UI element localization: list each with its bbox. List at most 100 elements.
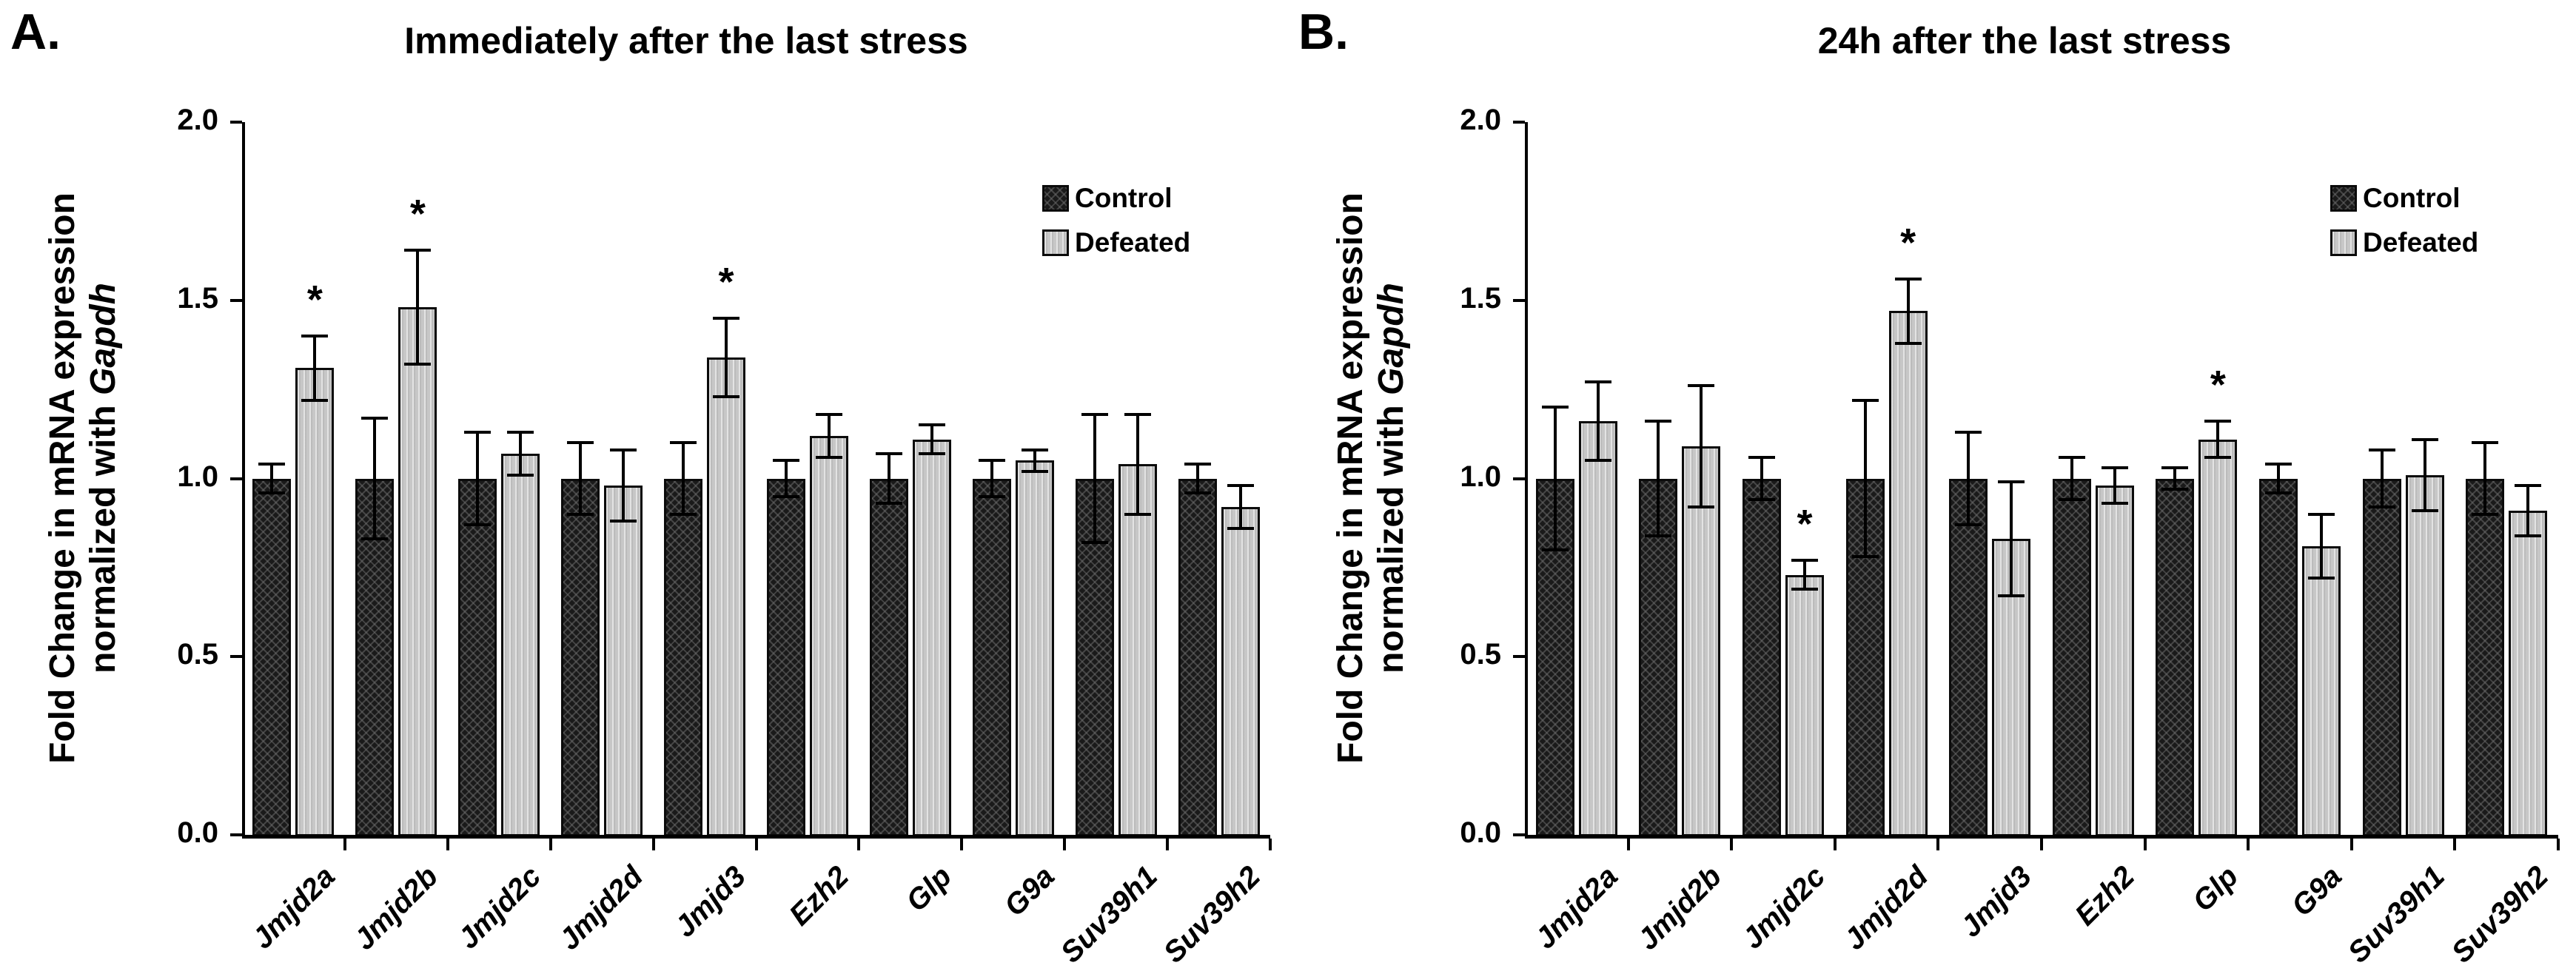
error-bar	[1760, 457, 1763, 500]
error-bar	[2380, 449, 2384, 507]
x-tick-mark	[549, 839, 552, 850]
error-bar	[2277, 464, 2280, 493]
control-swatch-icon	[2330, 185, 2357, 212]
error-bar-cap-bottom	[1688, 506, 1715, 509]
error-bar-cap-top	[610, 448, 637, 451]
error-bar	[2113, 468, 2116, 504]
bar-defeated-G9a	[2302, 545, 2341, 836]
error-bar-cap-top	[1998, 480, 2025, 484]
x-axis-line	[1525, 835, 2558, 839]
error-bar	[2483, 443, 2487, 514]
y-tick-mark	[1513, 655, 1525, 659]
x-tick-mark	[1936, 839, 1940, 850]
y-tick-label: 2.0	[177, 104, 218, 136]
error-bar-cap-top	[1021, 448, 1048, 451]
legend-label-control: Control	[2363, 183, 2461, 213]
error-bar-cap-bottom	[1998, 594, 2025, 598]
error-bar	[2010, 482, 2013, 597]
significance-asterisk-Jmjd3: *	[718, 259, 734, 304]
bar-defeated-Jmjd2a	[1578, 421, 1617, 836]
plot-area-a: 0.0 0.5 1.0 1.5 2.0 * Jmjd2a * Jmjd2b Jmjd2c Jmjd2…	[177, 104, 1272, 970]
y-tick-label: 1.0	[1460, 460, 1501, 493]
error-bar-cap-top	[1791, 559, 1818, 562]
error-bar	[519, 431, 523, 475]
bar-control-Glp	[869, 478, 908, 836]
x-category-label-Glp: Glp	[900, 860, 959, 918]
error-bar-cap-bottom	[772, 494, 799, 498]
error-bar-cap-top	[1894, 277, 1922, 281]
x-category-label-G9a: G9a	[2285, 860, 2348, 923]
defeated-swatch-icon	[1042, 229, 1069, 256]
error-bar-cap-top	[2058, 455, 2085, 459]
error-bar-cap-top	[2411, 437, 2438, 441]
panel-a: A. Immediately after the last stress Fol…	[10, 4, 1272, 970]
x-category-label-Ezh2: Ezh2	[783, 860, 856, 933]
x-category-label-Suv39h2: Suv39h2	[2445, 860, 2555, 970]
y-axis-line	[1525, 122, 1528, 839]
bar-defeated-Ezh2	[2095, 486, 2134, 836]
x-tick-mark	[754, 839, 758, 850]
error-bar-cap-bottom	[2472, 512, 2499, 516]
error-bar-cap-bottom	[1791, 587, 1818, 591]
error-bar-cap-bottom	[1021, 469, 1048, 473]
error-bar-cap-top	[2161, 466, 2189, 470]
error-bar-cap-top	[978, 459, 1005, 463]
bar-control-G9a	[972, 478, 1011, 836]
x-tick-mark	[1166, 839, 1170, 850]
error-bar-cap-top	[2265, 463, 2292, 466]
bar-control-Jmjd2d	[1845, 478, 1885, 836]
error-bar-cap-top	[1124, 412, 1151, 416]
error-bar	[270, 464, 274, 493]
error-bar-cap-bottom	[978, 494, 1005, 498]
bar-defeated-Suv39h2	[1221, 507, 1260, 836]
error-bar-cap-top	[1851, 398, 1879, 402]
error-bar	[990, 460, 993, 497]
bar-defeated-Jmjd2a	[295, 368, 335, 836]
bar-control-Suv39h1	[1075, 478, 1114, 836]
error-bar-cap-top	[815, 412, 842, 416]
bar-defeated-Jmjd2c	[1785, 574, 1824, 836]
x-category-label-Suv39h1: Suv39h1	[2341, 860, 2452, 970]
y-tick-label: 1.5	[1460, 281, 1501, 315]
error-bar	[1238, 486, 1242, 528]
error-bar	[1093, 414, 1096, 543]
error-bar-cap-top	[1688, 384, 1715, 388]
error-bar-cap-bottom	[1584, 459, 1611, 463]
error-bar-cap-bottom	[301, 398, 329, 402]
bar-control-Jmjd2d	[561, 478, 600, 836]
x-tick-mark	[1626, 839, 1630, 850]
bar-defeated-Glp	[912, 439, 951, 836]
x-category-label-Glp: Glp	[2186, 860, 2245, 918]
x-category-label-Jmjd3: Jmjd3	[668, 860, 753, 944]
error-bar	[784, 460, 788, 497]
error-bar	[2216, 421, 2220, 457]
error-bar	[2320, 514, 2323, 579]
defeated-swatch-icon	[2330, 229, 2357, 256]
x-tick-mark	[1269, 839, 1272, 850]
error-bar-cap-top	[258, 463, 286, 466]
error-bar-cap-bottom	[2308, 577, 2335, 580]
x-category-label-G9a: G9a	[998, 860, 1061, 923]
x-tick-mark	[2040, 839, 2043, 850]
error-bar	[1136, 414, 1139, 514]
error-bar-cap-top	[507, 430, 534, 434]
legend: Control Defeated	[1042, 179, 1190, 268]
x-category-label-Jmjd2d: Jmjd2d	[1838, 860, 1935, 957]
error-bar-cap-bottom	[2161, 487, 2189, 491]
error-bar-cap-top	[404, 249, 432, 252]
error-bar	[1967, 431, 1970, 525]
bar-control-Jmjd3	[1949, 478, 1988, 836]
y-tick-label: 1.5	[177, 281, 218, 315]
significance-asterisk-Glp: *	[2210, 363, 2226, 408]
error-bar	[2526, 486, 2530, 536]
x-category-label-Suv39h2: Suv39h2	[1157, 860, 1267, 970]
x-category-label-Jmjd2a: Jmjd2a	[1529, 860, 1625, 955]
legend-label-defeated: Defeated	[2363, 227, 2479, 258]
x-axis-line	[242, 835, 1270, 839]
error-bar-cap-top	[1955, 430, 1982, 434]
error-bar-cap-bottom	[404, 363, 432, 366]
error-bar-cap-top	[772, 459, 799, 463]
legend-item-control: Control	[1042, 179, 1190, 218]
x-tick-mark	[2143, 839, 2147, 850]
error-bar-cap-top	[2308, 512, 2335, 516]
